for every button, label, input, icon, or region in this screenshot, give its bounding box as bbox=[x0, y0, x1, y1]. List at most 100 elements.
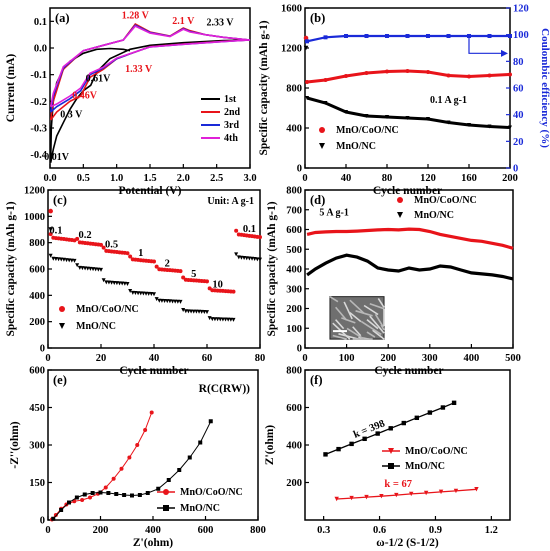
x-tick-label: 2.5 bbox=[210, 173, 223, 184]
y-tick-label: 100 bbox=[286, 324, 302, 335]
y-tick-label: 300 bbox=[286, 284, 302, 295]
data-point bbox=[239, 255, 244, 260]
data-point bbox=[99, 242, 103, 247]
data-point bbox=[467, 74, 471, 79]
data-point bbox=[104, 280, 109, 285]
y-axis-label: Specific capacity (mAh g-1) bbox=[5, 201, 17, 336]
data-point bbox=[103, 485, 108, 490]
panel-letter: (b) bbox=[310, 11, 325, 25]
sem-texture bbox=[338, 333, 359, 340]
y-tick-label: 800 bbox=[286, 366, 302, 377]
y-tick-label: 400 bbox=[286, 265, 302, 276]
legend-entry: MnO/NC bbox=[76, 321, 116, 332]
data-point bbox=[67, 500, 71, 505]
data-point bbox=[191, 309, 196, 314]
data-point bbox=[379, 493, 384, 499]
data-point bbox=[446, 73, 451, 78]
data-point bbox=[446, 120, 451, 125]
rate-label: 0.1 bbox=[49, 225, 62, 236]
data-point bbox=[305, 80, 310, 84]
x-tick-label: 100 bbox=[339, 353, 355, 364]
legend-marker bbox=[319, 127, 325, 133]
x-tick-label: 800 bbox=[250, 525, 266, 536]
rate-label: 0.5 bbox=[105, 239, 118, 250]
y-tick-label: 200 bbox=[286, 478, 302, 489]
y-tick-label: 150 bbox=[29, 478, 45, 489]
legend-entry: MnO/CoO/NC bbox=[414, 195, 477, 206]
data-point bbox=[146, 291, 151, 296]
data-point bbox=[93, 267, 98, 272]
y-tick-label: 0 bbox=[297, 164, 302, 175]
x-tick-label: 0 bbox=[302, 173, 307, 184]
data-point bbox=[305, 96, 310, 100]
peak-label: 0.61V bbox=[86, 73, 112, 84]
peak-label: 2.33 V bbox=[206, 17, 234, 28]
legend-entry: MnO/CoO/NC bbox=[405, 446, 468, 457]
data-point bbox=[74, 495, 79, 500]
x-tick-label: 0.3 bbox=[317, 525, 330, 536]
rate-label: 0.2 bbox=[79, 230, 92, 241]
rate-label: 0.1 bbox=[243, 224, 256, 235]
data-point bbox=[181, 275, 186, 280]
data-point bbox=[125, 251, 130, 256]
sem-texture bbox=[346, 327, 365, 340]
data-point bbox=[364, 71, 369, 75]
data-point bbox=[82, 492, 87, 497]
data-point bbox=[154, 297, 159, 302]
data-point bbox=[438, 489, 444, 495]
series-MnO/CoO/NC bbox=[306, 227, 514, 250]
data-point bbox=[48, 253, 53, 258]
legend-entry: MnO/CoO/NC bbox=[336, 125, 399, 136]
sem-scale-bar bbox=[332, 330, 347, 333]
y-tick-label: -0.1 bbox=[30, 70, 47, 81]
data-point bbox=[72, 258, 77, 263]
data-point bbox=[440, 405, 446, 410]
y-tick-label-right: 80 bbox=[513, 57, 524, 68]
cv-curve-1st bbox=[49, 39, 251, 163]
x-tick-label: 0.0 bbox=[43, 173, 56, 184]
data-point bbox=[405, 34, 410, 38]
data-point bbox=[75, 263, 80, 268]
data-point-first bbox=[303, 35, 309, 41]
data-point bbox=[385, 34, 389, 38]
data-point bbox=[215, 317, 220, 322]
data-point bbox=[48, 232, 53, 237]
sem-texture bbox=[343, 301, 353, 320]
x-tick-label: 0.6 bbox=[373, 525, 386, 536]
sem-texture bbox=[363, 304, 379, 316]
data-point bbox=[67, 258, 72, 263]
x-axis-label: ω-1/2 (S-1/2) bbox=[376, 537, 439, 549]
legend-marker bbox=[319, 143, 325, 149]
data-point bbox=[197, 309, 202, 314]
data-point bbox=[258, 257, 262, 262]
data-point bbox=[344, 34, 348, 38]
data-point bbox=[323, 101, 328, 105]
y-tick-label: 400 bbox=[286, 124, 302, 135]
data-point bbox=[344, 110, 348, 114]
x-tick-label: 0 bbox=[302, 353, 307, 364]
rate-label: 1 bbox=[138, 248, 143, 259]
panel-f: 0.3 0.6 0.9 1.2 200 400 600 800 ω-1/2 (S-1/2) Z'(… bbox=[264, 366, 511, 549]
data-point bbox=[244, 256, 249, 261]
peak-label: 0.46V bbox=[72, 91, 98, 102]
data-point bbox=[446, 34, 451, 38]
data-point bbox=[166, 478, 171, 482]
data-point bbox=[178, 299, 183, 304]
sem-texture bbox=[349, 299, 365, 314]
series-MnO/NC bbox=[306, 96, 511, 129]
data-point bbox=[143, 428, 148, 432]
data-point bbox=[336, 446, 341, 452]
data-point bbox=[51, 256, 56, 261]
data-point bbox=[170, 299, 175, 304]
data-point bbox=[364, 34, 369, 38]
data-point bbox=[145, 491, 150, 495]
series-MnO/NC bbox=[306, 253, 514, 281]
data-point bbox=[152, 292, 156, 297]
y-axis-label: Current (mA) bbox=[5, 54, 17, 123]
data-point bbox=[156, 486, 161, 491]
sem-texture bbox=[335, 306, 348, 321]
data-point bbox=[159, 298, 164, 303]
y-tick-label: 0 bbox=[297, 344, 302, 355]
x-tick-label: 40 bbox=[149, 353, 160, 364]
